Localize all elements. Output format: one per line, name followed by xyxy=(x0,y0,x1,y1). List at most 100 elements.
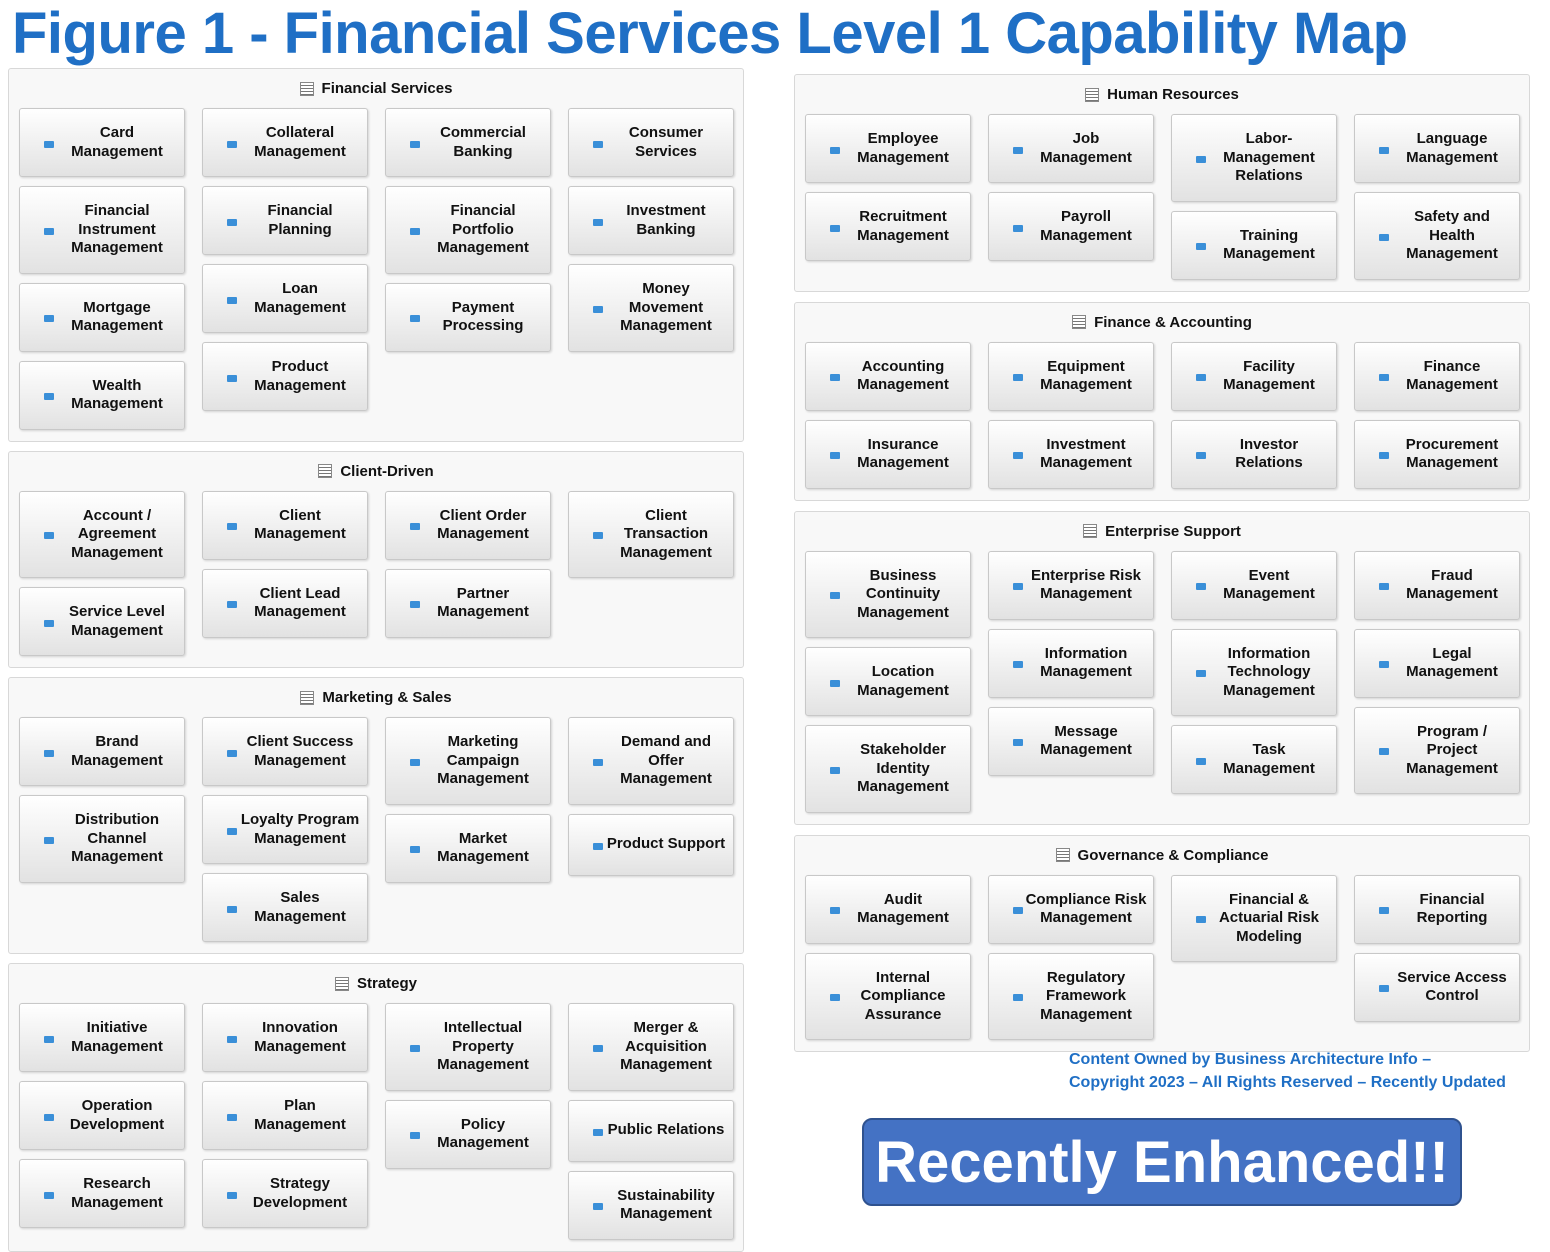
capability-label: Payment Processing xyxy=(442,298,524,335)
capability-box: Financial & Actuarial Risk Modeling xyxy=(1171,874,1337,962)
footer-line: Content Owned by Business Architecture I… xyxy=(1069,1051,1432,1068)
capability-label: Location Management xyxy=(857,663,949,699)
capability-box: Mortgage Management xyxy=(19,282,185,352)
capability-icon xyxy=(1013,452,1023,459)
capability-icon xyxy=(1379,452,1389,459)
group-columns: Accounting Management Insurance Managemen… xyxy=(805,341,1520,489)
group-title: Financial Services xyxy=(321,80,453,97)
capability-box: Employee Management xyxy=(805,114,971,183)
group-columns: Card Management Financial Instrument Mana… xyxy=(19,108,734,430)
capability-column: Consumer Services Investment Banking Money… xyxy=(568,108,734,352)
capability-icon xyxy=(410,1132,420,1139)
capability-label: Market Management xyxy=(437,829,529,866)
capability-label: Payroll Management xyxy=(1040,208,1132,244)
capability-box: Payment Processing xyxy=(385,282,551,352)
capability-label: Accounting Management xyxy=(857,357,949,394)
capability-icon xyxy=(1379,985,1389,992)
capability-label: Regulatory Framework Management xyxy=(1040,968,1132,1023)
capability-box: Demand and Offer Management xyxy=(568,717,734,805)
capability-box: Internal Compliance Assurance xyxy=(805,952,971,1040)
capability-icon xyxy=(1196,243,1206,250)
capability-label: Money Movement Management xyxy=(620,280,712,334)
capability-column: Compliance Risk Management Regulatory Fra… xyxy=(988,874,1154,1040)
capability-icon xyxy=(44,749,54,757)
capability-box: Job Management xyxy=(988,114,1154,183)
capability-box: Client Order Management xyxy=(385,490,551,560)
capability-label: Card Management xyxy=(71,124,163,160)
capability-label: Investment Banking xyxy=(626,202,706,238)
capability-label: Financial Portfolio Management xyxy=(437,202,529,256)
capability-label: Procurement Management xyxy=(1405,435,1499,472)
capability-icon xyxy=(593,140,603,148)
capability-group: Governance & Compliance Audit Management I… xyxy=(794,834,1530,1052)
capability-label: Language Management xyxy=(1406,130,1498,166)
capability-column: Accounting Management Insurance Managemen… xyxy=(805,341,971,489)
capability-box: Information Technology Management xyxy=(1171,628,1337,716)
capability-icon xyxy=(1379,661,1389,668)
group-title: Enterprise Support xyxy=(1105,522,1241,540)
capability-icon xyxy=(227,374,237,382)
capability-label: Sales Management xyxy=(254,889,346,925)
capability-label: Message Management xyxy=(1040,722,1132,759)
group-title: Strategy xyxy=(356,975,418,992)
capability-label: Event Management xyxy=(1223,566,1315,603)
group-header: Enterprise Support xyxy=(805,512,1519,551)
capability-box: Insurance Management xyxy=(805,419,971,489)
left-column: Financial Services Card Management Financi… xyxy=(8,68,744,1252)
capability-label: Enterprise Risk Management xyxy=(1030,566,1142,603)
capability-label: Product Management xyxy=(254,358,346,394)
capability-box: Product Support xyxy=(568,813,734,876)
capability-column: Financial Reporting Service Access Contro… xyxy=(1354,874,1520,1022)
capability-group: Enterprise Support Business Continuity Ma… xyxy=(794,510,1530,825)
capability-icon xyxy=(1196,452,1206,459)
capability-label: Client Management xyxy=(254,506,346,543)
group-title: Governance & Compliance xyxy=(1077,846,1269,864)
capability-icon xyxy=(1379,583,1389,590)
capability-box: Compliance Risk Management xyxy=(988,874,1154,944)
capability-icon xyxy=(1013,583,1023,590)
capability-box: Financial Planning xyxy=(202,186,368,255)
capability-group: Client-Driven Account / Agreement Managem… xyxy=(8,450,744,668)
capability-column: Account / Agreement Management Service Le… xyxy=(19,490,185,656)
capability-box: Service Level Management xyxy=(19,587,185,656)
capability-label: Brand Management xyxy=(71,733,163,769)
capability-icon xyxy=(593,758,603,766)
capability-column: Employee Management Recruitment Managemen… xyxy=(805,114,971,261)
capability-icon xyxy=(1379,233,1389,241)
capability-box: Stakeholder Identity Management xyxy=(805,725,971,813)
capability-box: Public Relations xyxy=(568,1099,734,1162)
capability-icon xyxy=(410,758,420,766)
capability-box: Client Lead Management xyxy=(202,568,368,638)
capability-icon xyxy=(830,452,840,459)
capability-icon xyxy=(44,315,54,322)
capability-label: Safety and Health Management xyxy=(1406,208,1498,262)
capability-column: Client Success Management Loyalty Program… xyxy=(202,717,368,942)
capability-icon xyxy=(830,592,840,600)
capability-column: Card Management Financial Instrument Mana… xyxy=(19,108,185,430)
capability-icon xyxy=(227,827,237,835)
capability-column: Brand Management Distribution Channel Man… xyxy=(19,717,185,883)
group-columns: Employee Management Recruitment Managemen… xyxy=(805,114,1520,280)
capability-label: Finance Management xyxy=(1406,357,1498,394)
capability-label: Program / Project Management xyxy=(1406,722,1498,777)
capability-icon xyxy=(227,218,237,226)
capability-column: Equipment Management Investment Managemen… xyxy=(988,341,1154,489)
capability-column: Financial & Actuarial Risk Modeling xyxy=(1171,874,1337,962)
capability-box: Product Management xyxy=(202,342,368,411)
capability-icon xyxy=(410,846,420,853)
capability-icon xyxy=(410,227,420,235)
capability-box: Investor Relations xyxy=(1171,419,1337,489)
group-header: Financial Services xyxy=(19,69,733,108)
capability-icon xyxy=(44,140,54,148)
capability-icon xyxy=(593,532,603,540)
capability-icon xyxy=(1379,748,1389,756)
capability-icon xyxy=(1013,146,1023,154)
capability-box: Consumer Services xyxy=(568,108,734,177)
capability-icon xyxy=(410,315,420,322)
capability-box: Client Management xyxy=(202,490,368,560)
capability-label: Facility Management xyxy=(1223,357,1315,394)
capability-icon xyxy=(830,766,840,774)
capability-box: Loan Management xyxy=(202,264,368,333)
capability-box: Business Continuity Management xyxy=(805,550,971,638)
capability-icon xyxy=(1013,661,1023,668)
